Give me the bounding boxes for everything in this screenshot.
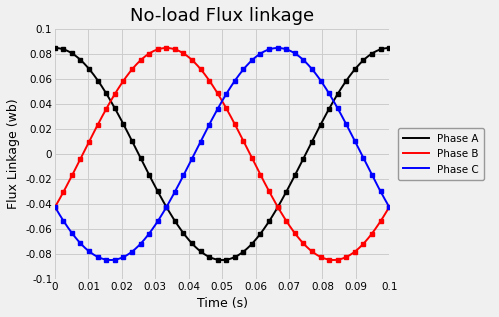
Title: No-load Flux linkage: No-load Flux linkage	[130, 7, 314, 25]
X-axis label: Time (s): Time (s)	[197, 297, 248, 310]
Phase C	[386, 205, 392, 209]
Phase C	[86, 249, 92, 253]
Phase A	[313, 132, 319, 136]
Phase A	[199, 251, 205, 255]
Phase A	[319, 120, 325, 124]
Phase C	[52, 205, 58, 209]
Phase B	[52, 205, 58, 209]
Phase C	[200, 136, 206, 139]
Phase A	[386, 46, 392, 50]
Line: Phase A: Phase A	[55, 48, 389, 260]
Phase C	[188, 159, 194, 163]
Phase A	[52, 46, 58, 50]
Phase A	[219, 258, 225, 262]
Phase B	[200, 70, 206, 74]
Phase C	[313, 73, 319, 76]
Phase B	[188, 57, 194, 61]
Phase A	[86, 67, 92, 71]
Phase B	[282, 217, 288, 221]
Phase B	[331, 258, 337, 262]
Phase C	[319, 81, 325, 85]
Phase B	[313, 252, 319, 256]
Phase B	[86, 139, 92, 143]
Legend: Phase A, Phase B, Phase C: Phase A, Phase B, Phase C	[398, 128, 485, 180]
Phase C	[108, 258, 114, 262]
Phase B	[386, 205, 392, 209]
Phase A	[282, 192, 288, 196]
Phase B	[164, 46, 170, 50]
Phase A	[187, 240, 193, 243]
Y-axis label: Flux Linkage (wb): Flux Linkage (wb)	[7, 99, 20, 209]
Line: Phase B: Phase B	[55, 48, 389, 260]
Phase C	[282, 47, 288, 51]
Line: Phase C: Phase C	[55, 48, 389, 260]
Phase C	[275, 46, 281, 50]
Phase B	[319, 256, 325, 259]
